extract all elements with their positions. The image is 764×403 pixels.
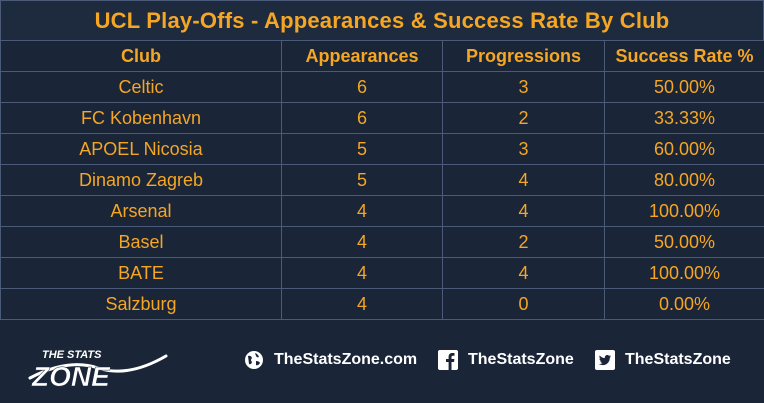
- appearances-cell: 4: [281, 226, 443, 258]
- progressions-cell: 0: [442, 288, 605, 320]
- club-cell: FC Kobenhavn: [0, 102, 282, 134]
- twitter-icon: [595, 350, 615, 370]
- progressions-cell: 4: [442, 195, 605, 227]
- club-cell: Salzburg: [0, 288, 282, 320]
- progressions-cell: 2: [442, 226, 605, 258]
- appearances-cell: 6: [281, 71, 443, 103]
- logo-line2: ZONE: [31, 361, 111, 390]
- twitter-link[interactable]: TheStatsZone: [595, 350, 731, 370]
- appearances-cell: 4: [281, 195, 443, 227]
- success-rate-cell: 50.00%: [604, 71, 764, 103]
- club-cell: BATE: [0, 257, 282, 289]
- facebook-icon: [438, 350, 458, 370]
- globe-icon: [245, 351, 263, 369]
- stats-table: Club Appearances Progressions Success Ra…: [0, 40, 764, 320]
- table-row: Celtic 6 3 50.00%: [0, 71, 764, 103]
- chart-title: UCL Play-Offs - Appearances & Success Ra…: [0, 0, 764, 41]
- column-header-club: Club: [0, 40, 282, 72]
- club-cell: Arsenal: [0, 195, 282, 227]
- facebook-label: TheStatsZone: [468, 351, 574, 368]
- progressions-cell: 3: [442, 71, 605, 103]
- appearances-cell: 5: [281, 133, 443, 165]
- progressions-cell: 3: [442, 133, 605, 165]
- appearances-cell: 5: [281, 164, 443, 196]
- website-label: TheStatsZone.com: [274, 351, 418, 368]
- facebook-link[interactable]: TheStatsZone: [438, 350, 574, 370]
- club-cell: Celtic: [0, 71, 282, 103]
- the-stats-zone-logo: THE STATS ZONE: [28, 349, 168, 390]
- appearances-cell: 4: [281, 288, 443, 320]
- table-row: APOEL Nicosia 5 3 60.00%: [0, 133, 764, 165]
- website-link[interactable]: TheStatsZone.com: [244, 350, 417, 370]
- table-row: Arsenal 4 4 100.00%: [0, 195, 764, 227]
- table-row: FC Kobenhavn 6 2 33.33%: [0, 102, 764, 134]
- table-header-row: Club Appearances Progressions Success Ra…: [0, 40, 764, 72]
- success-rate-cell: 33.33%: [604, 102, 764, 134]
- success-rate-cell: 60.00%: [604, 133, 764, 165]
- progressions-cell: 2: [442, 102, 605, 134]
- twitter-label: TheStatsZone: [625, 351, 731, 368]
- column-header-success-rate: Success Rate %: [604, 40, 764, 72]
- appearances-cell: 6: [281, 102, 443, 134]
- success-rate-cell: 0.00%: [604, 288, 764, 320]
- progressions-cell: 4: [442, 257, 605, 289]
- success-rate-cell: 100.00%: [604, 195, 764, 227]
- footer: THE STATS ZONE TheStatsZone.com TheStats…: [0, 324, 764, 403]
- appearances-cell: 4: [281, 257, 443, 289]
- success-rate-cell: 50.00%: [604, 226, 764, 258]
- column-header-appearances: Appearances: [281, 40, 443, 72]
- club-cell: Dinamo Zagreb: [0, 164, 282, 196]
- table-row: Dinamo Zagreb 5 4 80.00%: [0, 164, 764, 196]
- success-rate-cell: 100.00%: [604, 257, 764, 289]
- progressions-cell: 4: [442, 164, 605, 196]
- table-row: BATE 4 4 100.00%: [0, 257, 764, 289]
- club-cell: Basel: [0, 226, 282, 258]
- club-cell: APOEL Nicosia: [0, 133, 282, 165]
- success-rate-cell: 80.00%: [604, 164, 764, 196]
- logo-line1: THE STATS: [42, 349, 102, 361]
- table-row: Basel 4 2 50.00%: [0, 226, 764, 258]
- column-header-progressions: Progressions: [442, 40, 605, 72]
- table-row: Salzburg 4 0 0.00%: [0, 288, 764, 320]
